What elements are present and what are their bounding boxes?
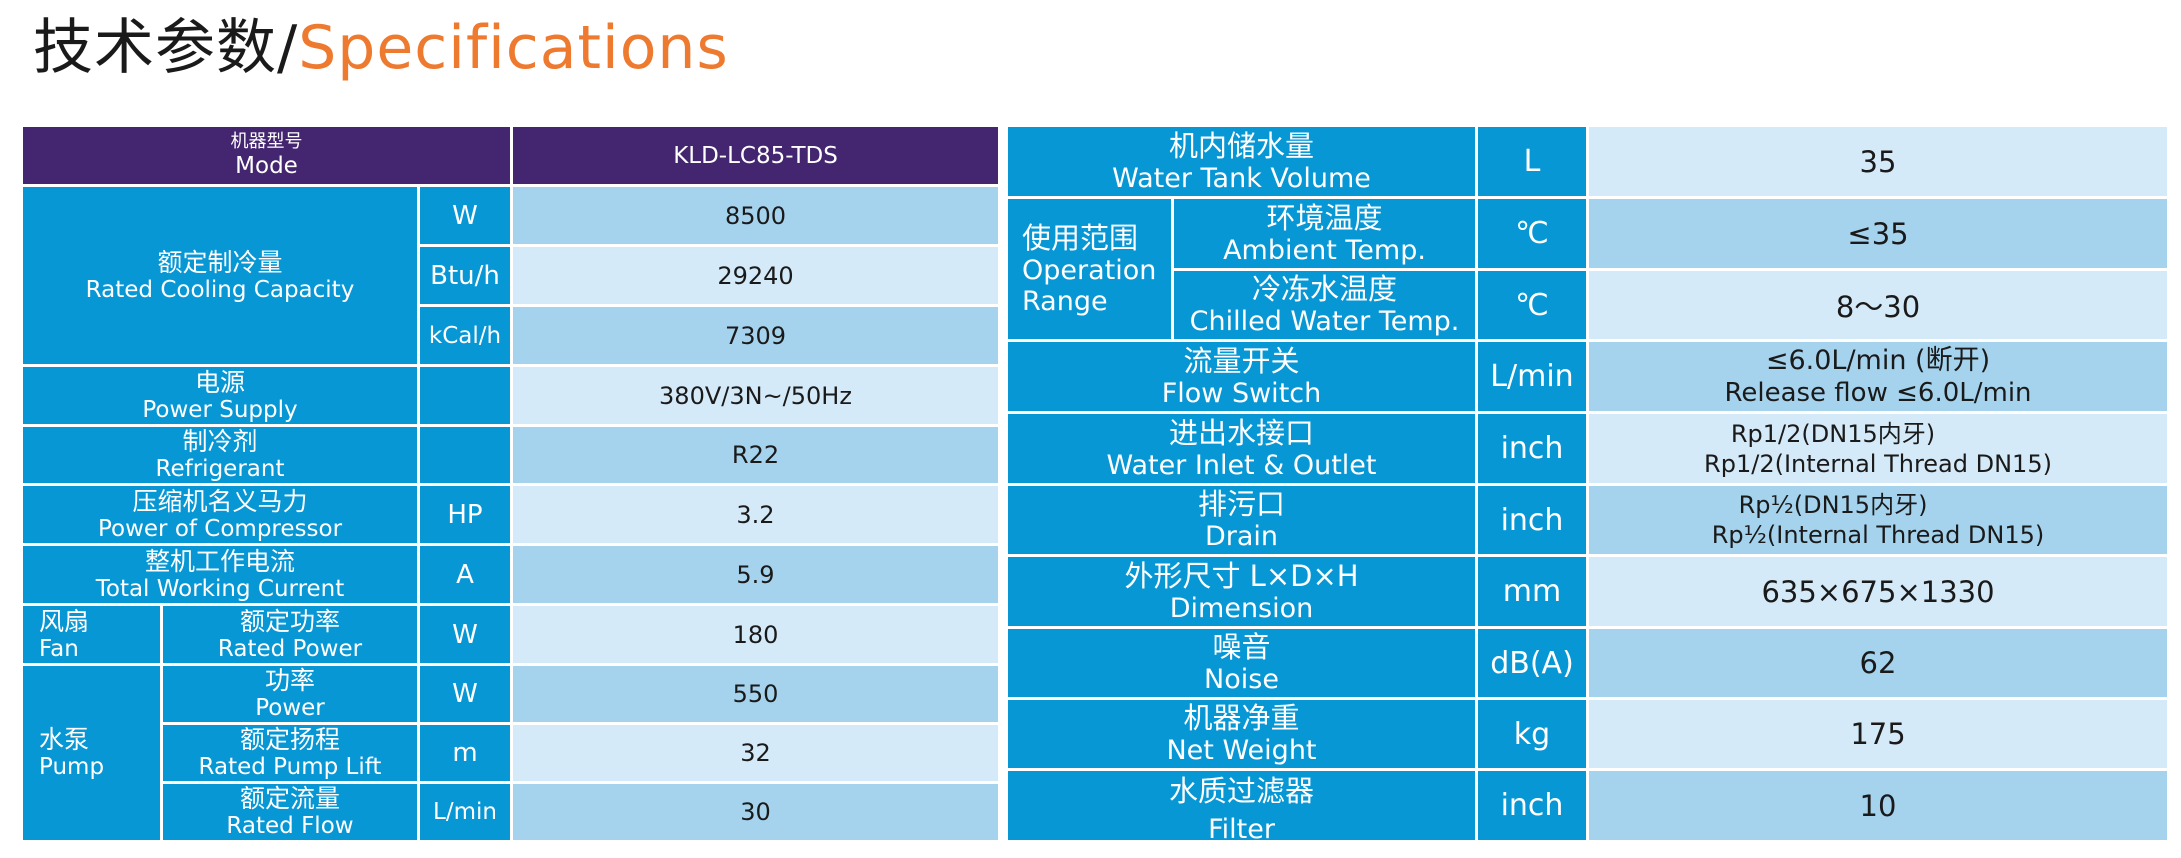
chilled-water-temp-unit: ℃ — [1478, 271, 1586, 339]
cooling-unit-kcal: kCal/h — [420, 307, 510, 364]
net-weight-value: 175 — [1589, 700, 2167, 768]
title-en: Specifications — [298, 13, 729, 83]
fan-label: 风扇 Fan — [23, 606, 160, 663]
compressor-value: 3.2 — [513, 486, 998, 543]
title-zh: 技术参数/ — [33, 13, 299, 83]
noise-unit: dB(A) — [1478, 629, 1586, 697]
dimension-value: 635×675×1330 — [1589, 557, 2167, 626]
flow-switch-value: ≤6.0L/min (断开) Release flow ≤6.0L/min — [1589, 342, 2167, 411]
chilled-water-temp-value: 8～30 — [1589, 271, 2167, 339]
model-value: KLD-LC85-TDS — [513, 127, 998, 184]
power-supply-value: 380V/3N~/50Hz — [513, 367, 998, 424]
tank-label: 机内储水量 Water Tank Volume — [1008, 127, 1475, 196]
filter-value: 10 — [1589, 771, 2167, 840]
refrigerant-unit — [420, 427, 510, 483]
filter-label: 水质过滤器 Filter — [1008, 771, 1475, 840]
pump-lift-value: 32 — [513, 725, 998, 781]
tank-unit: L — [1478, 127, 1586, 196]
pump-lift-unit: m — [420, 725, 510, 781]
pump-flow-value: 30 — [513, 784, 998, 840]
pump-flow-label: 额定流量 Rated Flow — [163, 784, 417, 840]
compressor-unit: HP — [420, 486, 510, 543]
refrigerant-value: R22 — [513, 427, 998, 483]
pump-power-value: 550 — [513, 666, 998, 722]
power-supply-unit — [420, 367, 510, 424]
current-value: 5.9 — [513, 546, 998, 603]
dimension-unit: mm — [1478, 557, 1586, 626]
noise-label: 噪音 Noise — [1008, 629, 1475, 697]
ambient-temp-label: 环境温度 Ambient Temp. — [1174, 199, 1475, 268]
fan-unit: W — [420, 606, 510, 663]
pump-flow-unit: L/min — [420, 784, 510, 840]
drain-unit: inch — [1478, 486, 1586, 554]
cooling-unit-w: W — [420, 187, 510, 244]
ambient-temp-value: ≤35 — [1589, 199, 2167, 268]
drain-value: Rp½(DN15内牙) Rp½(Internal Thread DN15) — [1589, 486, 2167, 554]
current-unit: A — [420, 546, 510, 603]
inlet-outlet-value: Rp1/2(DN15内牙) Rp1/2(Internal Thread DN15… — [1589, 414, 2167, 483]
pump-power-label: 功率 Power — [163, 666, 417, 722]
dimension-label: 外形尺寸 L×D×H Dimension — [1008, 557, 1475, 626]
ambient-temp-unit: ℃ — [1478, 199, 1586, 268]
cooling-unit-btu: Btu/h — [420, 247, 510, 304]
pump-label: 水泵 Pump — [23, 666, 160, 840]
net-weight-unit: kg — [1478, 700, 1586, 768]
current-label: 整机工作电流 Total Working Current — [23, 546, 417, 603]
refrigerant-label: 制冷剂 Refrigerant — [23, 427, 417, 483]
fan-rated-power-label: 额定功率 Rated Power — [163, 606, 417, 663]
tank-value: 35 — [1589, 127, 2167, 196]
power-supply-label: 电源 Power Supply — [23, 367, 417, 424]
fan-value: 180 — [513, 606, 998, 663]
cooling-value-w: 8500 — [513, 187, 998, 244]
flow-switch-unit: L/min — [1478, 342, 1586, 411]
inlet-outlet-unit: inch — [1478, 414, 1586, 483]
cooling-label: 额定制冷量 Rated Cooling Capacity — [23, 187, 417, 364]
model-label: 机器型号 Mode — [23, 127, 510, 184]
compressor-label: 压缩机名义马力 Power of Compressor — [23, 486, 417, 543]
pump-lift-label: 额定扬程 Rated Pump Lift — [163, 725, 417, 781]
noise-value: 62 — [1589, 629, 2167, 697]
cooling-value-btu: 29240 — [513, 247, 998, 304]
pump-power-unit: W — [420, 666, 510, 722]
inlet-outlet-label: 进出水接口 Water Inlet & Outlet — [1008, 414, 1475, 483]
flow-switch-label: 流量开关 Flow Switch — [1008, 342, 1475, 411]
net-weight-label: 机器净重 Net Weight — [1008, 700, 1475, 768]
chilled-water-temp-label: 冷冻水温度 Chilled Water Temp. — [1174, 271, 1475, 339]
cooling-value-kcal: 7309 — [513, 307, 998, 364]
filter-unit: inch — [1478, 771, 1586, 840]
page-title: 技术参数/Specifications — [33, 12, 729, 84]
operation-range-label: 使用范围 Operation Range — [1008, 199, 1171, 339]
drain-label: 排污口 Drain — [1008, 486, 1475, 554]
